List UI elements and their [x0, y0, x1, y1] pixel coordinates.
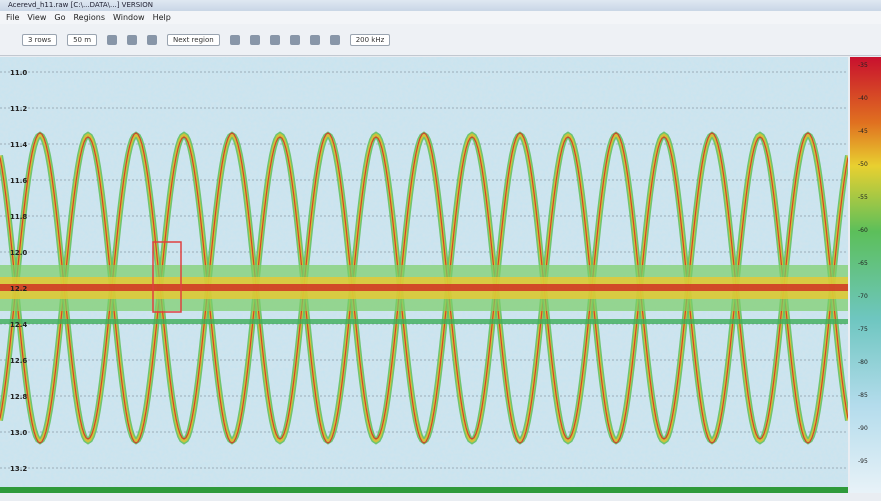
tool-button[interactable]: [147, 34, 158, 45]
selected-region[interactable]: [152, 241, 182, 313]
menu-item[interactable]: Window: [113, 13, 145, 22]
frequency-select[interactable]: 200 kHz: [349, 33, 391, 46]
rows-button[interactable]: 3 rows: [22, 33, 58, 46]
toolbar: 3 rows 50 m Next region 200 kHz: [0, 24, 881, 56]
color-scale-label: -60: [858, 227, 868, 234]
depth-label: 13.0: [10, 429, 27, 437]
menu-item[interactable]: Go: [54, 13, 66, 22]
echogram: 11.0 11.2 11.4 11.6 11.8 12.0 12.2 12.4 12.6 12.8…: [0, 57, 848, 493]
color-scale-label: -70: [858, 293, 868, 300]
next-button[interactable]: [127, 34, 138, 45]
menu-item[interactable]: Help: [152, 13, 171, 22]
color-scale-label: -55: [858, 194, 868, 201]
depth-label: 11.4: [10, 141, 27, 149]
color-scale-label: -85: [858, 392, 868, 399]
menu-item[interactable]: File: [6, 13, 20, 22]
echo-band: [0, 284, 848, 291]
depth-label: 13.2: [10, 465, 27, 473]
depth-label: 11.2: [10, 105, 27, 113]
depth-label: 12.0: [10, 249, 27, 257]
color-scale-label: -80: [858, 359, 868, 366]
color-scale-label: -40: [858, 95, 868, 102]
menu-item[interactable]: Regions: [73, 13, 106, 22]
echo-trace: [0, 132, 848, 440]
range-select[interactable]: 50 m: [67, 33, 98, 46]
pan-button[interactable]: [329, 34, 340, 45]
echo-trace: [0, 136, 848, 444]
zoom-button[interactable]: [309, 34, 320, 45]
menu-item[interactable]: View: [27, 13, 47, 22]
tool-button[interactable]: [269, 34, 280, 45]
depth-label: 12.2: [10, 285, 27, 293]
prev-button[interactable]: [107, 34, 118, 45]
tool-button[interactable]: [249, 34, 260, 45]
color-scale-label: -75: [858, 326, 868, 333]
depth-label: 11.0: [10, 69, 27, 77]
depth-label: 12.6: [10, 357, 27, 365]
menu-bar: File View Go Regions Window Help: [0, 11, 881, 24]
color-scale-label: -65: [858, 260, 868, 267]
color-scale-label: -90: [858, 425, 868, 432]
depth-label: 11.8: [10, 213, 27, 221]
tool-button[interactable]: [229, 34, 240, 45]
color-scale-label: -45: [858, 128, 868, 135]
depth-label: 12.8: [10, 393, 27, 401]
color-scale: -35 -40 -45 -50 -55 -60 -65 -70 -75 -80 -85 -90 -95: [850, 57, 881, 493]
depth-label: 12.4: [10, 321, 27, 329]
color-scale-label: -35: [858, 62, 868, 69]
color-scale-bar: [850, 57, 881, 493]
depth-label: 11.6: [10, 177, 27, 185]
color-scale-label: -50: [858, 161, 868, 168]
tool-button[interactable]: [289, 34, 300, 45]
color-scale-label: -95: [858, 458, 868, 465]
echo-band: [0, 319, 848, 324]
bottom-line: [0, 487, 848, 493]
next-region-button[interactable]: Next region: [167, 33, 220, 46]
title-bar: Acerevd_h11.raw [C:\...DATA\...] VERSION: [0, 0, 881, 11]
